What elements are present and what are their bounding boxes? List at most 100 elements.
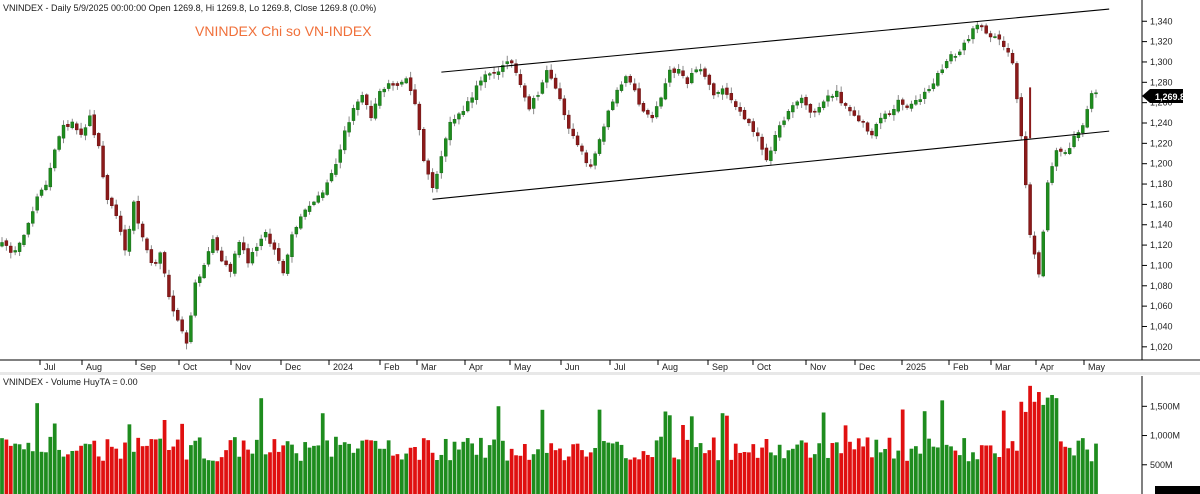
volume-bar bbox=[211, 460, 215, 494]
price-candle bbox=[549, 64, 553, 81]
volume-bar bbox=[764, 439, 769, 494]
time-axis-label: 2024 bbox=[333, 362, 353, 372]
price-candle bbox=[132, 200, 136, 235]
volume-bar bbox=[1080, 438, 1085, 494]
volume-bar bbox=[435, 460, 439, 494]
price-candle bbox=[580, 143, 584, 155]
price-candle bbox=[909, 100, 914, 112]
time-axis-label: Sep bbox=[712, 362, 728, 372]
volume-bar bbox=[96, 456, 101, 494]
price-candle bbox=[118, 210, 123, 236]
volume-bar bbox=[483, 457, 488, 494]
volume-bar bbox=[909, 448, 914, 494]
price-candle bbox=[940, 64, 944, 75]
price-candle bbox=[369, 100, 373, 122]
price-candle bbox=[110, 196, 114, 209]
volume-bar bbox=[931, 446, 936, 494]
price-candle bbox=[378, 88, 382, 109]
price-candle bbox=[922, 87, 927, 104]
time-axis-label: Nov bbox=[235, 362, 252, 372]
price-candle bbox=[988, 30, 993, 43]
volume-bar bbox=[1058, 441, 1063, 494]
price-candle bbox=[953, 53, 958, 62]
time-axis-label: Apr bbox=[469, 362, 483, 372]
volume-bar bbox=[540, 409, 545, 494]
volume-bar bbox=[105, 439, 110, 494]
volume-bar bbox=[799, 440, 804, 494]
volume-bar bbox=[887, 437, 892, 494]
volume-bar bbox=[808, 457, 813, 494]
price-candle bbox=[17, 241, 22, 256]
volume-bar bbox=[61, 456, 66, 494]
volume-bar bbox=[544, 452, 549, 494]
price-candle bbox=[817, 102, 821, 116]
volume-bar bbox=[804, 442, 808, 494]
volume-bar bbox=[215, 461, 220, 494]
volume-bar bbox=[707, 450, 712, 494]
price-candle bbox=[413, 84, 417, 106]
price-candle bbox=[777, 121, 782, 141]
volume-bar bbox=[391, 455, 395, 494]
price-y-tick-label: 1,060 bbox=[1150, 301, 1173, 311]
price-candle bbox=[936, 70, 940, 88]
volume-bar bbox=[522, 444, 527, 494]
price-y-tick-label: 1,340 bbox=[1150, 16, 1173, 26]
volume-bar bbox=[131, 451, 136, 494]
volume-bar bbox=[417, 459, 422, 494]
price-candle bbox=[760, 133, 764, 156]
volume-bar bbox=[896, 450, 901, 494]
volume-bar bbox=[588, 452, 593, 494]
price-candle bbox=[654, 101, 659, 119]
price-candle bbox=[334, 158, 338, 178]
volume-bar bbox=[747, 452, 751, 494]
volume-bar bbox=[1032, 401, 1037, 494]
price-candle bbox=[896, 95, 900, 114]
price-candle bbox=[821, 99, 826, 111]
volume-bar bbox=[637, 459, 641, 494]
price-candle bbox=[562, 95, 567, 120]
price-candle bbox=[619, 81, 624, 93]
volume-bar bbox=[167, 449, 171, 494]
volume-bar bbox=[984, 445, 989, 494]
price-candle bbox=[663, 78, 668, 101]
volume-bar bbox=[123, 442, 127, 494]
price-candle bbox=[545, 65, 549, 89]
volume-bar bbox=[101, 460, 105, 494]
volume-bar bbox=[1094, 443, 1098, 494]
price-candle bbox=[650, 111, 654, 123]
price-candle bbox=[971, 26, 975, 44]
volume-y-tick-label: 1,500M bbox=[1150, 401, 1180, 411]
price-candle bbox=[799, 94, 804, 108]
price-candle bbox=[1054, 147, 1059, 171]
volume-bar bbox=[457, 449, 461, 494]
volume-bar bbox=[347, 443, 351, 494]
price-candle bbox=[1063, 149, 1067, 156]
volume-bar bbox=[870, 457, 874, 494]
volume-bar bbox=[171, 446, 176, 494]
price-candle bbox=[487, 72, 492, 80]
price-candle bbox=[707, 73, 712, 91]
price-candle bbox=[44, 180, 48, 192]
volume-bar bbox=[377, 448, 382, 494]
price-candle bbox=[509, 59, 514, 68]
price-candle bbox=[501, 60, 505, 78]
volume-bar bbox=[57, 449, 61, 494]
volume-bar bbox=[92, 440, 97, 494]
price-candle bbox=[843, 101, 848, 109]
price-candle bbox=[206, 246, 211, 267]
volume-bar bbox=[782, 458, 786, 494]
price-candle bbox=[408, 71, 413, 96]
price-candle bbox=[848, 104, 852, 116]
price-candle bbox=[962, 39, 966, 55]
price-candle bbox=[887, 110, 892, 117]
volume-bar bbox=[944, 444, 949, 494]
price-candle bbox=[769, 146, 773, 166]
volume-bar bbox=[197, 437, 202, 494]
time-axis-label: Apr bbox=[1040, 362, 1054, 372]
volume-bar bbox=[883, 448, 887, 494]
volume-bar bbox=[826, 457, 830, 494]
price-candle bbox=[294, 225, 299, 238]
price-candle bbox=[914, 95, 918, 106]
volume-bar bbox=[865, 437, 870, 494]
price-candle bbox=[1081, 122, 1085, 138]
